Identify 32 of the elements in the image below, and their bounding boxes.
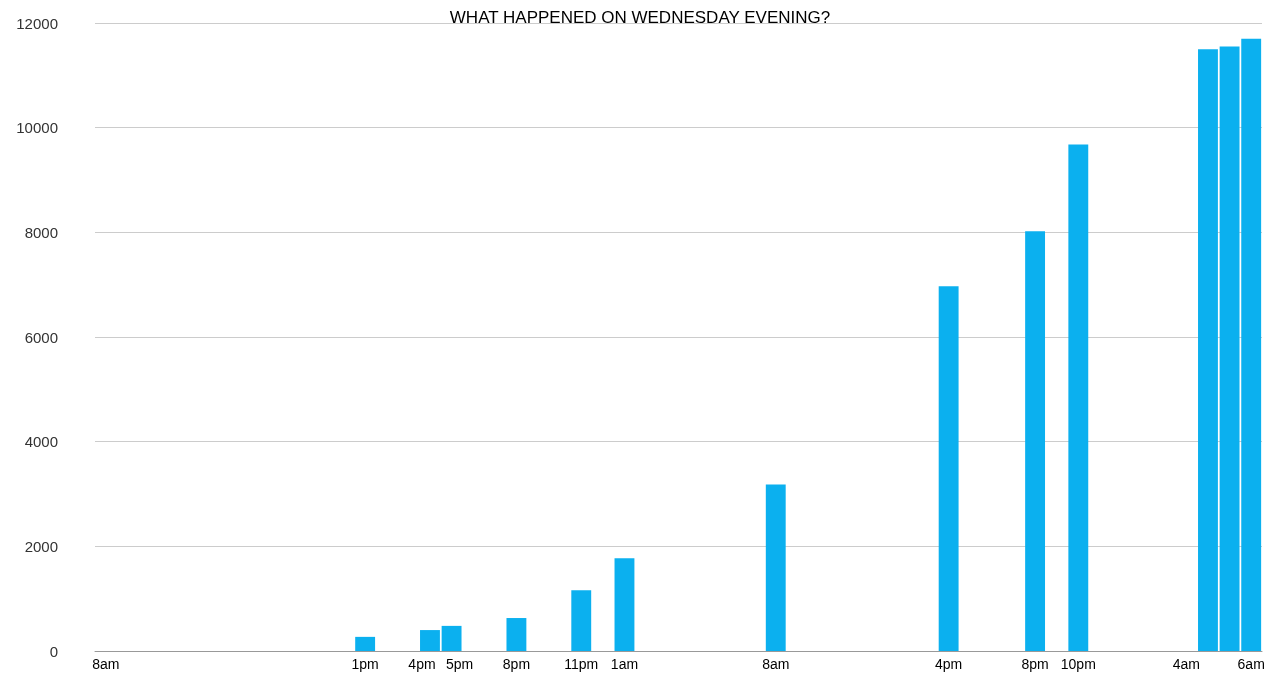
bar [1198, 49, 1218, 651]
y-tick-label: 6000 [24, 328, 58, 346]
bar [614, 558, 635, 651]
x-tick-label: 10pm [1060, 656, 1096, 672]
x-tick-label: 11pm [564, 656, 599, 672]
x-tick-label: 8pm [502, 656, 531, 672]
x-tick-label: 5pm [445, 656, 474, 672]
bar [441, 625, 462, 651]
y-tick-label: 2000 [24, 537, 58, 555]
y-tick-label: 12000 [16, 14, 58, 32]
bar [420, 630, 440, 651]
y-tick-label: 0 [49, 642, 58, 660]
y-tick-label: 8000 [24, 223, 58, 241]
bar [571, 590, 592, 651]
x-tick-label: 1am [610, 656, 639, 672]
x-tick-label: 4am [1172, 656, 1200, 672]
bar [1068, 144, 1089, 651]
bar [506, 618, 527, 651]
x-tick-label: 1pm [351, 656, 379, 672]
x-tick-label: 8pm [1021, 656, 1049, 672]
x-tick-label: 8am [762, 656, 790, 672]
x-tick-label: 4pm [408, 656, 436, 672]
bar [938, 286, 959, 651]
y-tick-label: 10000 [16, 119, 58, 137]
bar [355, 636, 376, 651]
x-tick-label: 4pm [935, 656, 963, 672]
bar [765, 484, 786, 651]
x-tick-label: 6am [1237, 656, 1265, 672]
x-tick-label: 8am [92, 656, 120, 672]
chart-title: WHAT HAPPENED ON WEDNESDAY EVENING? [449, 8, 831, 27]
bar [1025, 231, 1046, 651]
y-tick-label: 4000 [24, 433, 58, 451]
